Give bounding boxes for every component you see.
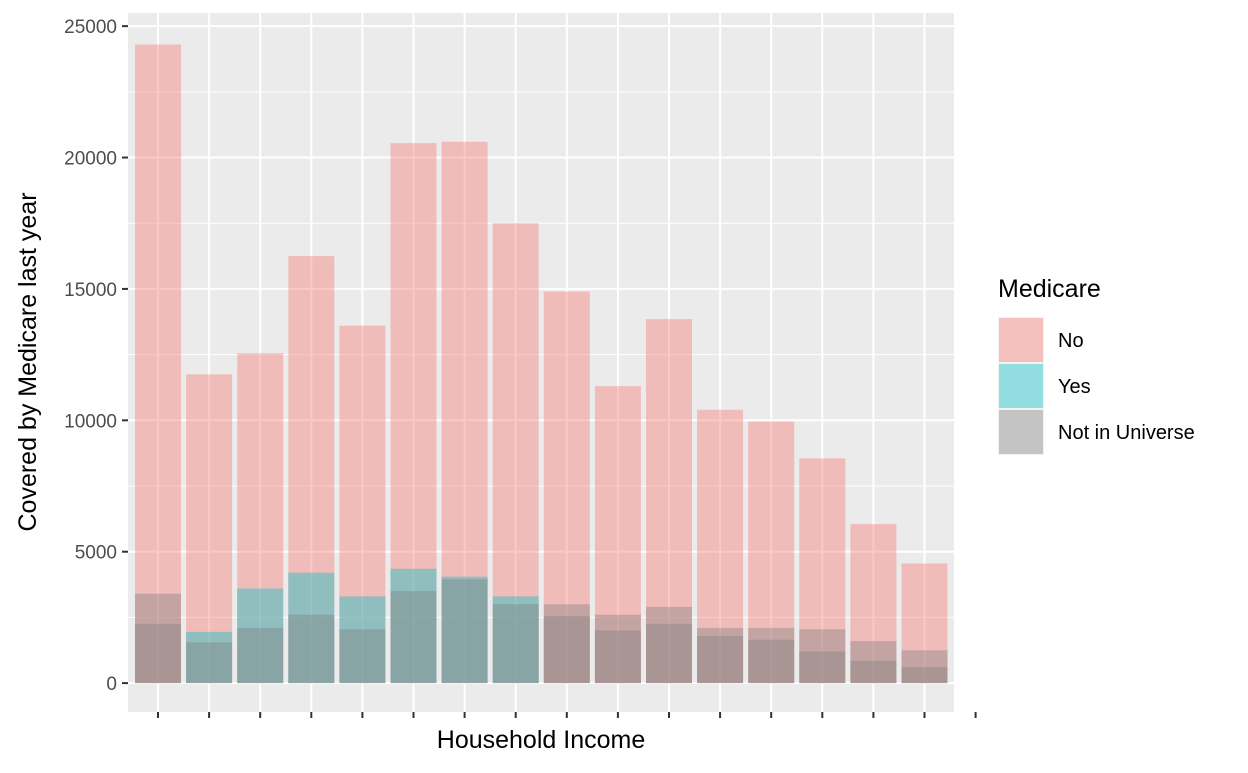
y-tick-label: 5000 [75,543,117,564]
bar-not-in-universe-overlay [646,606,692,684]
bar-not-in-universe-overlay [850,641,897,684]
bar-yes [390,568,437,684]
x-axis-title: Household Income [437,726,645,754]
bar-not-in-universe-overlay [799,629,846,684]
legend-key-background [998,363,1044,409]
bar-yes [441,576,488,684]
y-tick-label: 25000 [64,17,117,38]
bar-yes [339,596,386,684]
x-axis [157,712,977,718]
bar-not-in-universe-overlay [748,627,795,684]
bar-not-in-universe [288,614,335,684]
y-tick-label: 0 [106,674,117,695]
y-axis: 0 5000 10000 15000 20000 25000 [64,17,128,695]
bar-not-in-universe [594,630,641,684]
bar-not-in-universe [186,642,233,684]
legend-key-swatch [999,410,1043,454]
legend: Medicare No Yes Not in Universe [998,275,1195,455]
bar-no [543,291,590,684]
y-axis-title: Covered by Medicare last year [14,192,42,531]
y-tick-label: 10000 [64,411,117,432]
bar-not-in-universe [441,579,488,684]
grid-minor [128,91,954,618]
bar-no [492,223,539,684]
bar-not-in-universe-overlay [901,650,948,684]
bar-yes [288,572,335,684]
bar-yes [237,588,284,684]
bar-no [390,143,437,684]
bar-no [748,421,795,684]
bar-not-in-universe [901,667,948,684]
bar-no [339,325,386,684]
bar-no [850,524,897,684]
bar-not-in-universe-overlay [594,614,641,684]
legend-key-background [998,317,1044,363]
bar-not-in-universe-overlay [543,604,590,684]
bar-no [697,409,744,684]
bar-no [646,319,692,684]
bar-not-in-universe [543,616,590,684]
legend-label: Not in Universe [1058,422,1195,444]
y-tick-label: 20000 [64,149,117,170]
legend-label: Yes [1058,376,1091,398]
bar-yes [492,596,539,684]
bar-not-in-universe [697,635,744,684]
bar-not-in-universe [748,639,795,684]
legend-key-background [998,409,1044,455]
bar-no [441,141,488,684]
bar-no [799,458,846,684]
bar-not-in-universe [492,604,539,684]
y-tick-label: 15000 [64,280,117,301]
legend-label: No [1058,330,1084,352]
bar-not-in-universe [339,629,386,684]
bar-no [186,374,233,684]
bar-not-in-universe [135,623,181,684]
bar-not-in-universe [646,623,692,684]
panel-background [128,13,954,712]
bar-not-in-universe [850,660,897,684]
bar-no [135,44,181,684]
legend-key-swatch [999,318,1043,362]
bar-not-in-universe-overlay [135,593,181,684]
bar-no [901,563,948,684]
bar-not-in-universe [237,627,284,684]
bars [135,44,948,684]
bar-not-in-universe-overlay [697,627,744,684]
bar-no [288,256,335,684]
legend-title: Medicare [998,275,1101,303]
bar-no [594,386,641,684]
bar-no [237,353,284,684]
bar-not-in-universe [390,591,437,684]
bar-not-in-universe [799,651,846,684]
bar-yes [186,631,233,684]
grid-major [128,13,977,712]
legend-key-swatch [999,364,1043,408]
